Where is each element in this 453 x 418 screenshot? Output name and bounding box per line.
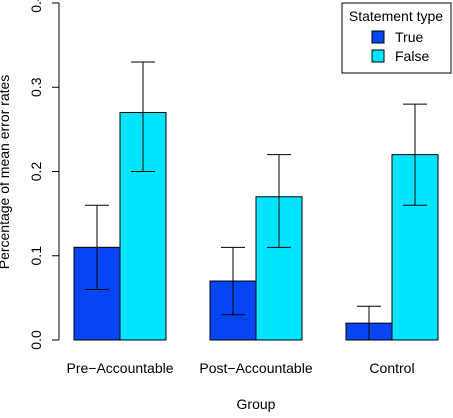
legend-label-false: False xyxy=(395,48,429,64)
legend: Statement type True False xyxy=(341,2,452,74)
y-tick-label: 0.1 xyxy=(28,246,44,266)
legend-title: Statement type xyxy=(349,8,443,24)
y-tick-label: 0.2 xyxy=(28,162,44,182)
legend-swatch-false xyxy=(371,49,385,63)
x-tick-label: Post−Accountable xyxy=(199,360,312,376)
legend-box xyxy=(341,2,452,74)
x-tick-label: Pre−Accountable xyxy=(66,360,173,376)
legend-label-true: True xyxy=(395,29,423,45)
bars-layer xyxy=(73,112,439,341)
x-tick-labels: Pre−Accountable Post−Accountable Control xyxy=(66,360,414,376)
y-tick-label: 0.3 xyxy=(28,77,44,97)
x-axis-label: Group xyxy=(237,396,276,412)
x-tick-label: Control xyxy=(369,360,414,376)
y-tick-label: 0.4 xyxy=(28,0,44,13)
y-axis: 0.0 0.1 0.2 0.3 0.4 xyxy=(28,0,60,350)
legend-swatch-true xyxy=(371,30,385,44)
y-axis-label: Percentage of mean error rates xyxy=(0,75,12,270)
error-bars-layer xyxy=(85,61,427,341)
y-tick-label: 0.0 xyxy=(28,330,44,350)
